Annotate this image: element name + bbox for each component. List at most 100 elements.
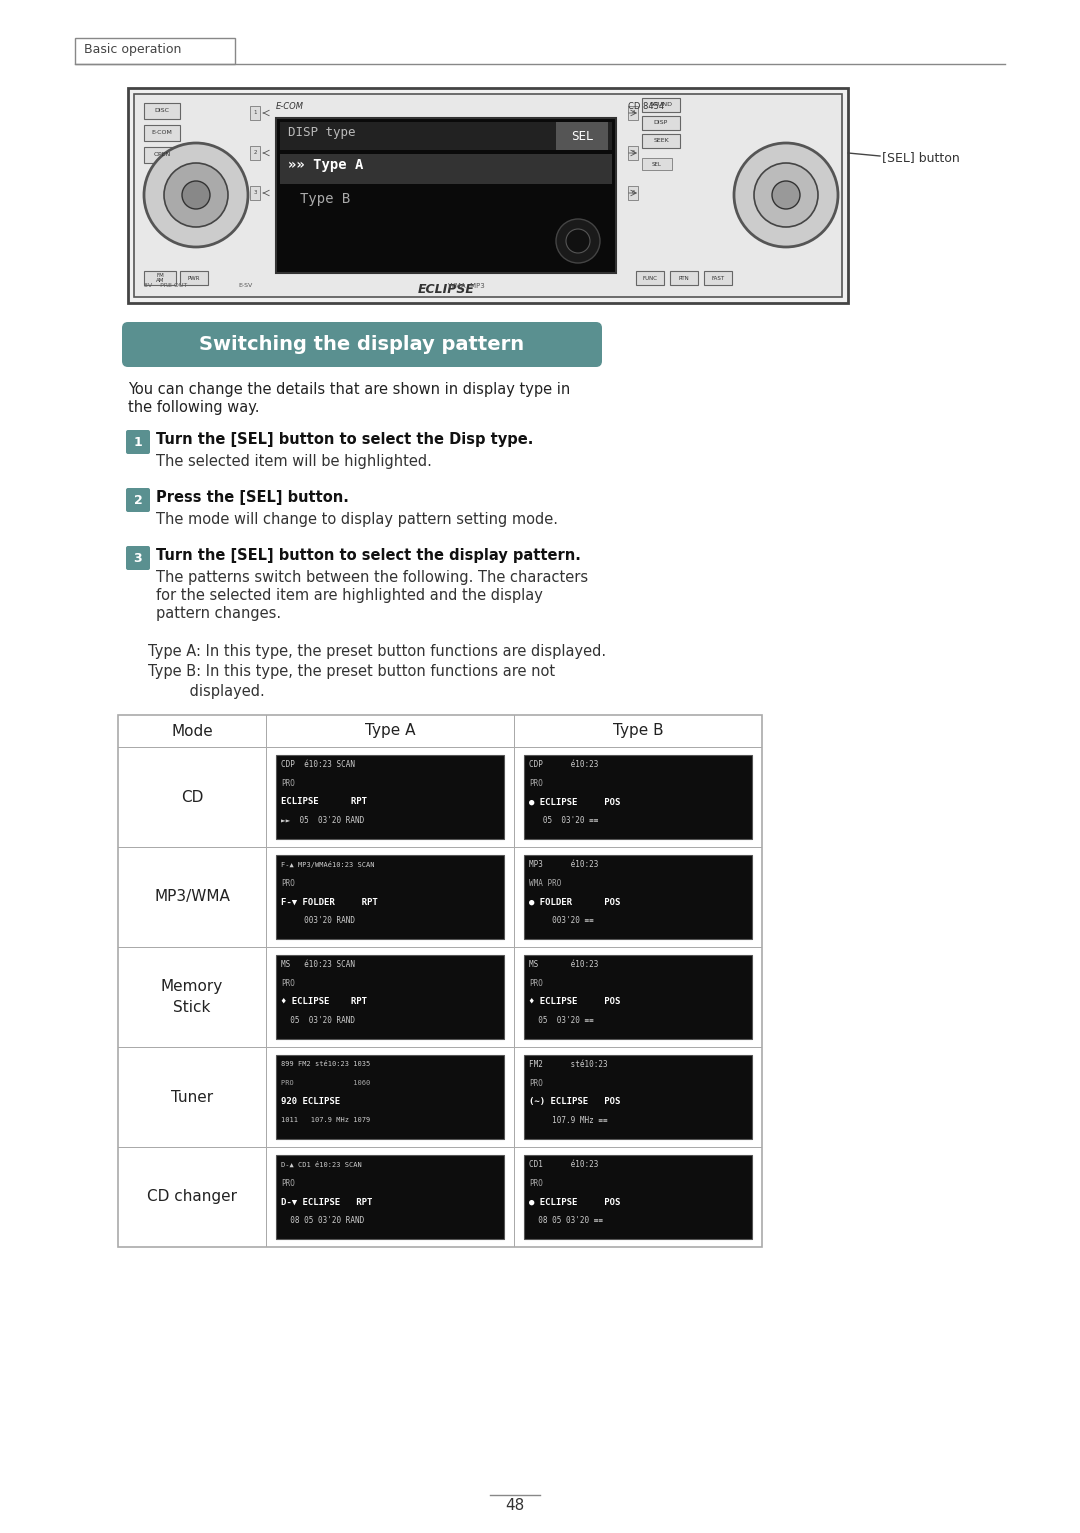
Text: CD changer: CD changer <box>147 1190 237 1205</box>
Text: Turn the [SEL] button to select the display pattern.: Turn the [SEL] button to select the disp… <box>156 547 581 563</box>
Bar <box>134 94 842 297</box>
Text: WMA  MP3: WMA MP3 <box>448 284 485 290</box>
Text: PRO: PRO <box>529 1079 543 1087</box>
Text: PRO: PRO <box>281 978 295 987</box>
Text: E-COM: E-COM <box>151 130 173 135</box>
Text: 3: 3 <box>134 552 143 564</box>
Text: 08 05 03'20 RAND: 08 05 03'20 RAND <box>281 1216 364 1225</box>
Text: 1: 1 <box>253 110 257 115</box>
Bar <box>249 185 260 199</box>
Text: CDP  é10:23 SCAN: CDP é10:23 SCAN <box>281 760 355 770</box>
Text: The patterns switch between the following. The characters: The patterns switch between the followin… <box>156 570 589 586</box>
Text: MS   é10:23 SCAN: MS é10:23 SCAN <box>281 960 355 969</box>
Bar <box>627 146 638 159</box>
Text: [SEL] button: [SEL] button <box>882 150 960 164</box>
Text: SEL: SEL <box>570 129 593 143</box>
Bar <box>144 147 180 162</box>
Text: 05  03'20 ≡≡: 05 03'20 ≡≡ <box>529 1016 594 1026</box>
Text: 899 FM2 sté10:23 1035: 899 FM2 sté10:23 1035 <box>281 1061 370 1067</box>
Bar <box>249 146 260 159</box>
Text: ►►  05  03'20 RAND: ►► 05 03'20 RAND <box>281 816 364 825</box>
Text: E-COM: E-COM <box>276 103 303 110</box>
Text: 05  03'20 RAND: 05 03'20 RAND <box>281 1016 355 1026</box>
Text: FM2      sté10:23: FM2 sté10:23 <box>529 1059 608 1069</box>
FancyBboxPatch shape <box>126 429 150 454</box>
Text: DISP: DISP <box>653 121 669 126</box>
Text: ECLIPSE: ECLIPSE <box>418 284 474 296</box>
Text: Tuner: Tuner <box>171 1090 213 1104</box>
Text: D-▲ CD1 é10:23 SCAN: D-▲ CD1 é10:23 SCAN <box>281 1160 362 1168</box>
Text: 5: 5 <box>631 150 635 155</box>
Text: CDP      é10:23: CDP é10:23 <box>529 760 598 770</box>
Bar <box>524 754 752 839</box>
Text: The selected item will be highlighted.: The selected item will be highlighted. <box>156 454 432 469</box>
Text: ♦ ECLIPSE     POS: ♦ ECLIPSE POS <box>529 996 620 1006</box>
Bar <box>144 271 176 285</box>
Text: PRO: PRO <box>529 779 543 788</box>
Text: CD 8454: CD 8454 <box>627 103 664 110</box>
Text: E-SV: E-SV <box>238 284 253 288</box>
Bar <box>627 185 638 199</box>
Text: (∼) ECLIPSE   POS: (∼) ECLIPSE POS <box>529 1098 620 1107</box>
Text: 3: 3 <box>253 190 257 196</box>
Bar <box>642 98 680 112</box>
Text: FAST: FAST <box>712 276 725 281</box>
Text: 003'20 RAND: 003'20 RAND <box>281 915 355 924</box>
Text: 107.9 MHz ≡≡: 107.9 MHz ≡≡ <box>529 1116 608 1125</box>
Text: Basic operation: Basic operation <box>84 43 181 57</box>
Circle shape <box>734 143 838 247</box>
Text: D-▼ ECLIPSE   RPT: D-▼ ECLIPSE RPT <box>281 1197 373 1206</box>
Text: Type A: Type A <box>365 724 415 739</box>
Text: displayed.: displayed. <box>148 684 265 699</box>
Text: F-▼ FOLDER     RPT: F-▼ FOLDER RPT <box>281 897 378 906</box>
Bar <box>642 117 680 130</box>
Text: DISP type: DISP type <box>288 126 355 140</box>
Circle shape <box>566 228 590 253</box>
FancyBboxPatch shape <box>126 546 150 570</box>
Text: PRO: PRO <box>529 978 543 987</box>
Text: PRO: PRO <box>529 1179 543 1188</box>
Text: »» Type A: »» Type A <box>288 158 363 172</box>
Bar <box>642 133 680 149</box>
Text: 08 05 03'20 ≡≡: 08 05 03'20 ≡≡ <box>529 1216 603 1225</box>
Bar <box>524 955 752 1039</box>
Text: ● FOLDER      POS: ● FOLDER POS <box>529 897 620 906</box>
Bar <box>642 158 672 170</box>
Text: MS       é10:23: MS é10:23 <box>529 960 598 969</box>
Text: Mode: Mode <box>171 724 213 739</box>
Text: ● ECLIPSE     POS: ● ECLIPSE POS <box>529 797 620 806</box>
Bar <box>670 271 698 285</box>
Text: 4: 4 <box>631 110 635 115</box>
Text: PRO: PRO <box>281 1179 295 1188</box>
Bar <box>276 955 504 1039</box>
Text: ♦ ECLIPSE    RPT: ♦ ECLIPSE RPT <box>281 996 367 1006</box>
Text: SEEK: SEEK <box>653 138 669 144</box>
Text: FUNC: FUNC <box>643 276 658 281</box>
Circle shape <box>772 181 800 208</box>
Text: Memory
Stick: Memory Stick <box>161 980 224 1015</box>
Text: ● ECLIPSE     POS: ● ECLIPSE POS <box>529 1197 620 1206</box>
Text: 1: 1 <box>134 435 143 449</box>
Text: 1011   107.9 MHz 1079: 1011 107.9 MHz 1079 <box>281 1118 370 1124</box>
Text: MP3      é10:23: MP3 é10:23 <box>529 860 598 869</box>
Text: 6: 6 <box>631 190 635 196</box>
Text: ECLIPSE      RPT: ECLIPSE RPT <box>281 797 367 806</box>
Text: CD: CD <box>180 789 203 805</box>
Bar <box>276 1154 504 1239</box>
Circle shape <box>754 162 818 227</box>
Text: 48: 48 <box>505 1498 525 1513</box>
Bar <box>276 1055 504 1139</box>
Circle shape <box>144 143 248 247</box>
Text: The mode will change to display pattern setting mode.: The mode will change to display pattern … <box>156 512 558 527</box>
Bar <box>276 118 616 273</box>
Bar <box>249 106 260 120</box>
Text: RTN: RTN <box>678 276 689 281</box>
Text: 920 ECLIPSE: 920 ECLIPSE <box>281 1098 340 1107</box>
Circle shape <box>164 162 228 227</box>
Bar <box>129 87 848 304</box>
Text: F-▲ MP3/WMAé10:23 SCAN: F-▲ MP3/WMAé10:23 SCAN <box>281 862 375 868</box>
Text: PWR: PWR <box>188 276 200 281</box>
Text: PRO: PRO <box>281 779 295 788</box>
Text: 8V    PRE OUT: 8V PRE OUT <box>144 284 187 288</box>
Text: Switching the display pattern: Switching the display pattern <box>200 336 525 354</box>
